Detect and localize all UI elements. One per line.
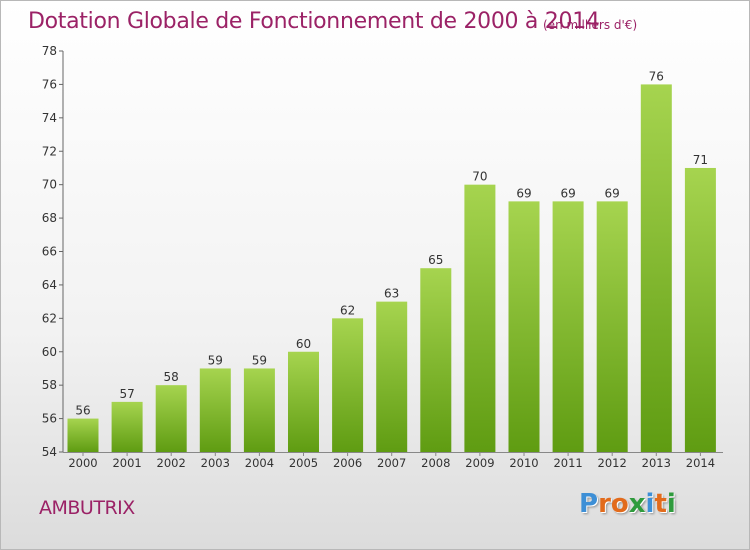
x-tick-label: 2013	[642, 456, 671, 470]
x-tick-label: 2004	[245, 456, 274, 470]
y-tick-label: 70	[42, 178, 57, 192]
bar	[67, 418, 99, 452]
bar-value-label: 58	[164, 370, 179, 384]
y-tick-label: 62	[42, 311, 57, 325]
bar-value-label: 60	[296, 337, 311, 351]
bar	[508, 201, 540, 452]
bar-value-label: 62	[340, 303, 355, 317]
x-tick-label: 2002	[157, 456, 186, 470]
y-tick-label: 74	[42, 111, 57, 125]
logo-letter: t	[654, 489, 667, 519]
y-tick-label: 72	[42, 144, 57, 158]
logo-letter: i	[666, 489, 676, 519]
bar	[376, 301, 408, 452]
x-tick-label: 2000	[68, 456, 97, 470]
bar	[684, 167, 716, 453]
x-tick-label: 2006	[333, 456, 362, 470]
chart-title: Dotation Globale de Fonctionnement de 20…	[28, 9, 600, 34]
bar	[288, 351, 319, 452]
bar	[464, 184, 496, 452]
bar	[199, 368, 231, 452]
x-tick-label: 2011	[553, 456, 582, 470]
x-tick-label: 2008	[421, 456, 450, 470]
bar-value-label: 69	[560, 186, 575, 200]
bar-value-label: 65	[428, 253, 443, 267]
bar-value-label: 56	[75, 404, 90, 418]
y-tick-label: 54	[42, 445, 57, 459]
bar-value-label: 69	[516, 186, 531, 200]
bar-value-label: 57	[119, 387, 134, 401]
y-tick-label: 78	[42, 44, 57, 58]
bar-value-label: 76	[649, 69, 664, 83]
y-tick-label: 64	[42, 278, 57, 292]
x-tick-label: 2012	[598, 456, 627, 470]
bar-value-label: 59	[208, 353, 223, 367]
bar	[420, 268, 452, 452]
y-tick-label: 60	[42, 345, 57, 359]
logo-letter: P	[579, 489, 599, 519]
y-tick-label: 58	[42, 378, 57, 392]
bar-value-label: 59	[252, 353, 267, 367]
y-tick-label: 68	[42, 211, 57, 225]
bar	[243, 368, 275, 452]
y-tick-label: 66	[42, 245, 57, 259]
x-tick-label: 2007	[377, 456, 406, 470]
bar-value-label: 63	[384, 287, 399, 301]
commune-name: AMBUTRIX	[39, 497, 135, 519]
x-tick-label: 2010	[509, 456, 538, 470]
x-tick-label: 2001	[112, 456, 141, 470]
bar	[332, 318, 364, 452]
bar-value-label: 69	[605, 186, 620, 200]
bar	[640, 84, 672, 453]
proxiti-logo: Proxiti	[579, 489, 676, 519]
x-tick-label: 2005	[289, 456, 318, 470]
y-tick-label: 76	[42, 77, 57, 91]
bar	[111, 401, 143, 452]
logo-letter: i	[645, 489, 655, 519]
chart-subtitle: (en milliers d'€)	[543, 18, 638, 32]
x-tick-label: 2003	[201, 456, 230, 470]
x-tick-label: 2014	[686, 456, 715, 470]
logo-letter: x	[628, 489, 646, 519]
bar	[155, 385, 187, 452]
bar	[596, 201, 628, 452]
bar	[552, 201, 584, 452]
bar-value-label: 71	[693, 153, 708, 167]
x-tick-label: 2009	[465, 456, 494, 470]
bar-value-label: 70	[472, 170, 487, 184]
logo-letter: r	[598, 489, 611, 519]
logo-letter: o	[610, 489, 629, 519]
y-tick-label: 56	[42, 412, 57, 426]
